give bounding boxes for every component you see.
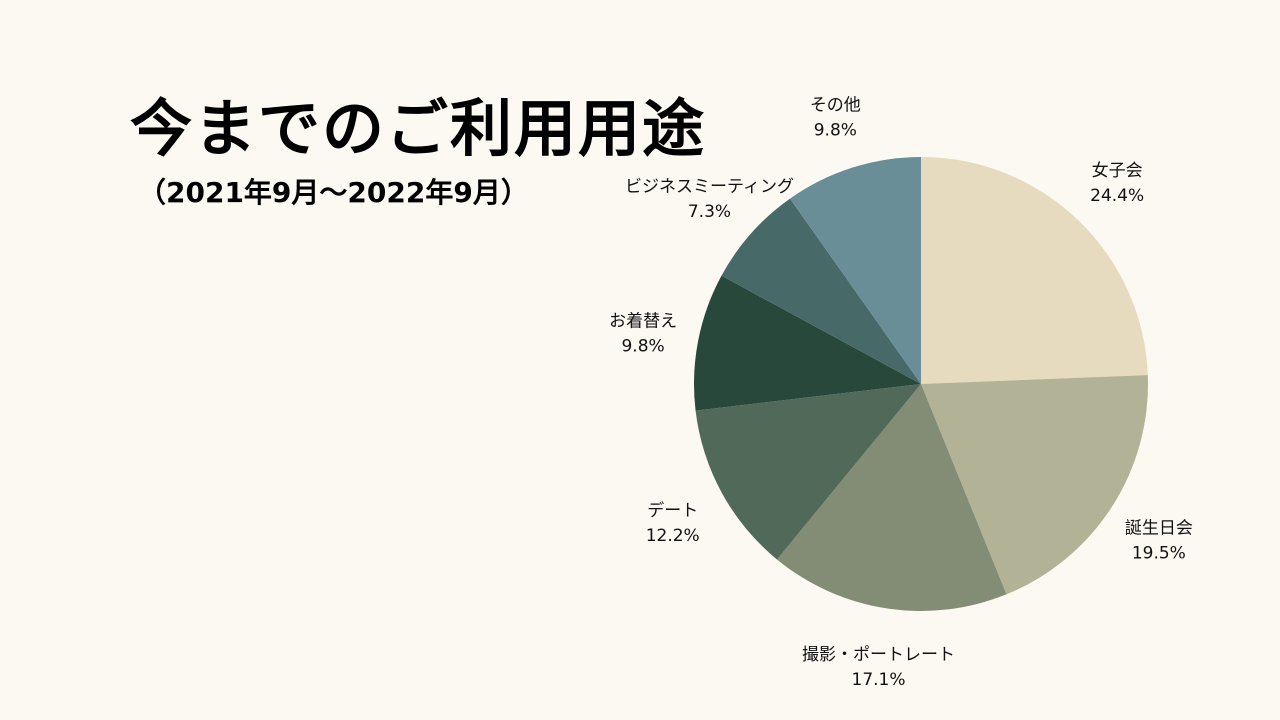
slice-label-2: 撮影・ポートレート — [802, 645, 955, 665]
slice-value-0: 24.4% — [1090, 186, 1144, 206]
slice-value-3: 12.2% — [646, 526, 700, 546]
slice-label-4: お着替え — [609, 312, 677, 332]
slice-value-4: 9.8% — [621, 337, 664, 357]
slice-label-0: 女子会 — [1092, 161, 1143, 181]
slice-label-6: その他 — [810, 95, 861, 115]
slice-label-1: 誕生日会 — [1125, 518, 1193, 538]
pie-slice-1 — [921, 375, 1148, 595]
pie-slice-3 — [695, 384, 921, 560]
slice-label-3: デート — [647, 500, 698, 521]
pie-slice-6 — [790, 157, 921, 384]
pie-slice-5 — [721, 198, 921, 384]
pie-slice-0 — [921, 157, 1148, 384]
chart-title: 今までのご利用用途 — [130, 92, 707, 165]
slice-value-2: 17.1% — [852, 670, 906, 690]
pie-slice-4 — [694, 275, 921, 411]
slice-value-6: 9.8% — [814, 120, 857, 140]
slice-value-5: 7.3% — [688, 202, 731, 222]
slice-value-1: 19.5% — [1132, 543, 1186, 563]
slice-label-5: ビジネスミーティング — [625, 177, 794, 197]
pie-slice-2 — [776, 384, 1007, 611]
chart-subtitle: （2021年9月〜2022年9月） — [138, 176, 529, 209]
